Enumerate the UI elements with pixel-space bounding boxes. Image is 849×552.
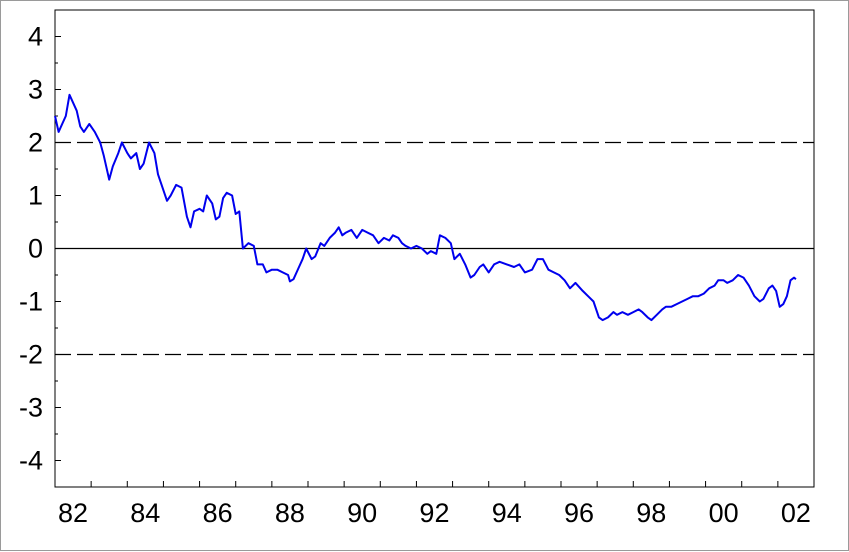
y-tick-label: -3: [19, 393, 43, 423]
y-tick-label: -1: [19, 287, 43, 317]
x-tick-label: 94: [492, 498, 522, 528]
x-axis: 82 84 86 88 90 92 94 96 98 00 02: [54, 481, 815, 528]
x-tick-label: 86: [203, 498, 233, 528]
x-tick-label: 92: [419, 498, 449, 528]
x-tick-label: 90: [347, 498, 377, 528]
y-tick-label: 1: [28, 181, 43, 211]
x-tick-label: 98: [636, 498, 666, 528]
series-line: [54, 93, 797, 322]
x-tick-label: 00: [709, 498, 739, 528]
y-tick-label: 4: [28, 22, 43, 52]
y-tick-label: -2: [19, 340, 43, 370]
y-tick-label: 0: [28, 234, 43, 264]
y-axis: 4 3 2 1 0 -1 -2 -3 -4: [19, 22, 61, 476]
series-group: [54, 93, 797, 322]
reference-lines: [55, 141, 814, 356]
x-tick-label: 96: [564, 498, 594, 528]
x-tick-label: 02: [781, 498, 811, 528]
y-tick-label: -4: [19, 446, 43, 476]
y-tick-label: 2: [28, 128, 43, 158]
x-tick-label: 84: [130, 498, 160, 528]
x-tick-label: 82: [58, 498, 88, 528]
x-tick-label: 88: [275, 498, 305, 528]
y-tick-label: 3: [28, 75, 43, 105]
